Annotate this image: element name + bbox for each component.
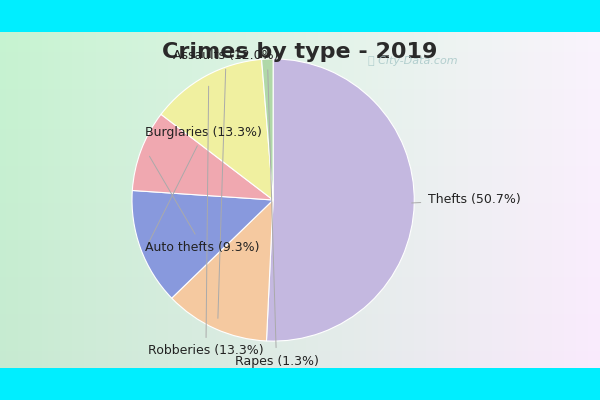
- Wedge shape: [132, 190, 273, 298]
- Text: ⓘ City-Data.com: ⓘ City-Data.com: [368, 56, 458, 66]
- Text: Auto thefts (9.3%): Auto thefts (9.3%): [145, 156, 260, 254]
- Wedge shape: [266, 59, 414, 341]
- Wedge shape: [161, 59, 273, 200]
- Text: Thefts (50.7%): Thefts (50.7%): [412, 194, 520, 206]
- Text: Rapes (1.3%): Rapes (1.3%): [235, 70, 319, 368]
- Wedge shape: [133, 114, 273, 200]
- Text: Burglaries (13.3%): Burglaries (13.3%): [145, 126, 262, 242]
- Text: Robberies (13.3%): Robberies (13.3%): [148, 86, 264, 358]
- Wedge shape: [262, 59, 273, 200]
- Text: Assaults (12.0%): Assaults (12.0%): [173, 49, 279, 318]
- Wedge shape: [172, 200, 273, 341]
- Text: Crimes by type - 2019: Crimes by type - 2019: [163, 42, 437, 62]
